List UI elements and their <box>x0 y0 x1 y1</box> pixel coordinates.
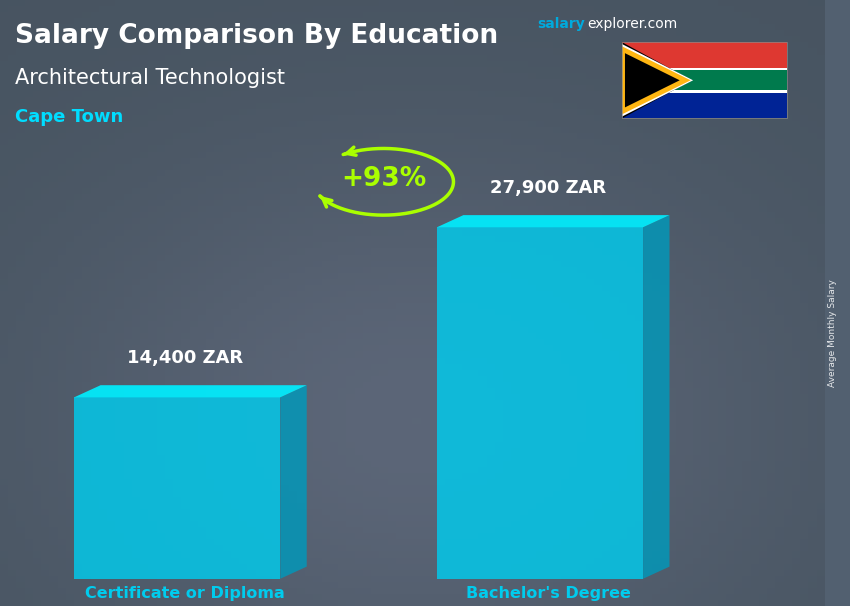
Bar <box>622 68 787 70</box>
Text: explorer.com: explorer.com <box>587 17 677 31</box>
Bar <box>622 70 787 91</box>
Text: salary: salary <box>537 17 586 31</box>
Text: +93%: +93% <box>341 166 426 191</box>
Polygon shape <box>74 385 307 398</box>
Text: Architectural Technologist: Architectural Technologist <box>14 68 285 88</box>
Text: Cape Town: Cape Town <box>14 108 123 126</box>
Text: Average Monthly Salary: Average Monthly Salary <box>828 279 837 387</box>
Text: Certificate or Diploma: Certificate or Diploma <box>85 586 285 601</box>
Text: 27,900 ZAR: 27,900 ZAR <box>490 179 606 197</box>
Polygon shape <box>622 42 692 118</box>
Bar <box>622 42 787 118</box>
Bar <box>622 90 787 93</box>
Text: Salary Comparison By Education: Salary Comparison By Education <box>14 23 498 49</box>
Bar <box>622 42 787 118</box>
Polygon shape <box>643 215 670 579</box>
Text: 14,400 ZAR: 14,400 ZAR <box>128 349 243 367</box>
Text: Bachelor's Degree: Bachelor's Degree <box>466 586 631 601</box>
Bar <box>622 42 787 80</box>
Bar <box>437 227 643 579</box>
Bar <box>622 80 787 118</box>
Bar <box>74 398 280 579</box>
Polygon shape <box>437 215 670 227</box>
Polygon shape <box>280 385 307 579</box>
